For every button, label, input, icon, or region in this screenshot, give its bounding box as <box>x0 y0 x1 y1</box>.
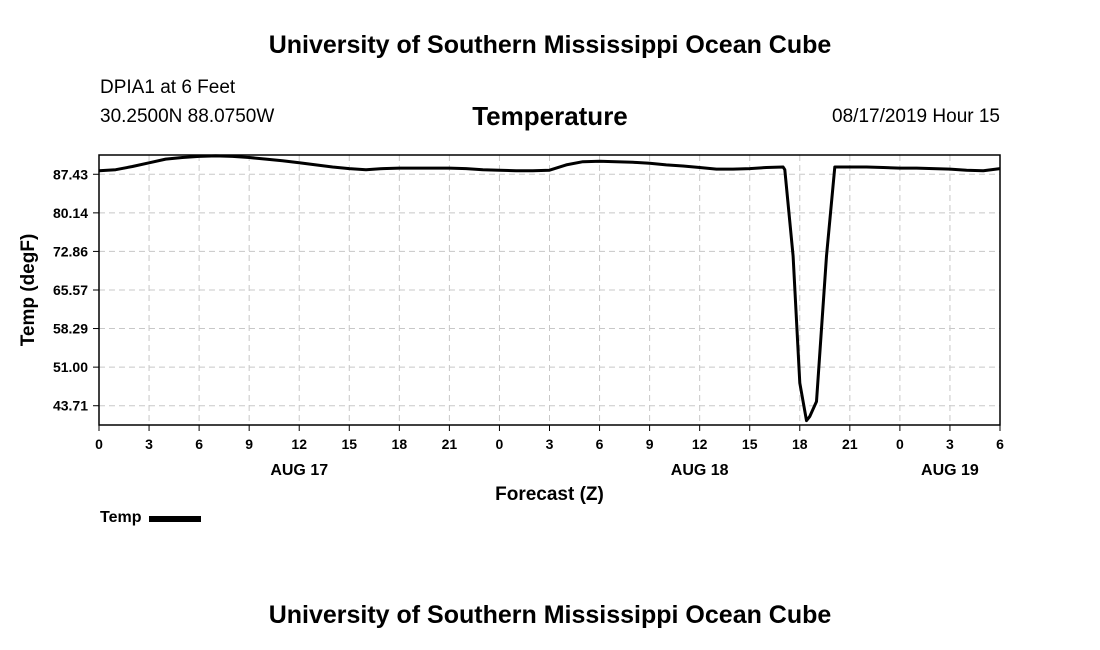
footer-title: University of Southern Mississippi Ocean… <box>268 601 832 629</box>
y-tick-label: 43.71 <box>53 398 88 414</box>
y-axis-label: Temp (degF) <box>18 234 39 347</box>
x-tick-label: 15 <box>742 436 758 452</box>
x-axis-label: Forecast (Z) <box>495 484 604 505</box>
x-tick-label: 6 <box>195 436 203 452</box>
y-tick-label: 80.14 <box>53 205 88 221</box>
x-tick-label: 9 <box>245 436 253 452</box>
legend: Temp <box>100 509 202 527</box>
x-tick-label: 6 <box>996 436 1004 452</box>
x-tick-label: 15 <box>341 436 357 452</box>
legend-line-swatch <box>149 516 202 522</box>
x-tick-label: 12 <box>692 436 708 452</box>
x-tick-label: 0 <box>896 436 904 452</box>
x-tick-label: 18 <box>392 436 408 452</box>
x-tick-label: 3 <box>145 436 153 452</box>
y-tick-label: 65.57 <box>53 282 88 298</box>
temp-series-line <box>98 154 1001 423</box>
station-label: DPIA1 at 6 Feet <box>100 77 236 98</box>
x-tick-label: 0 <box>496 436 504 452</box>
x-tick-label: 21 <box>842 436 858 452</box>
y-tick-label: 51.00 <box>53 359 88 375</box>
y-tick-label: 87.43 <box>53 166 88 182</box>
x-tick-label: 21 <box>442 436 458 452</box>
x-tick-label: 12 <box>291 436 307 452</box>
x-tick-label: 0 <box>95 436 103 452</box>
x-day-label: AUG 17 <box>270 462 328 479</box>
x-day-label: AUG 19 <box>921 462 979 479</box>
chart-title: University of Southern Mississippi Ocean… <box>268 31 832 59</box>
datetime-label: 08/17/2019 Hour 15 <box>832 106 1000 127</box>
y-tick-label: 72.86 <box>53 243 88 259</box>
x-tick-label: 6 <box>596 436 604 452</box>
x-tick-label: 3 <box>546 436 554 452</box>
x-tick-label: 9 <box>646 436 654 452</box>
x-tick-label: 3 <box>946 436 954 452</box>
coordinates-label: 30.2500N 88.0750W <box>100 106 275 127</box>
x-day-label: AUG 18 <box>671 462 729 479</box>
variable-title: Temperature <box>472 101 628 131</box>
legend-label: Temp <box>100 509 142 526</box>
x-tick-label: 18 <box>792 436 808 452</box>
y-tick-label: 58.29 <box>53 321 88 337</box>
